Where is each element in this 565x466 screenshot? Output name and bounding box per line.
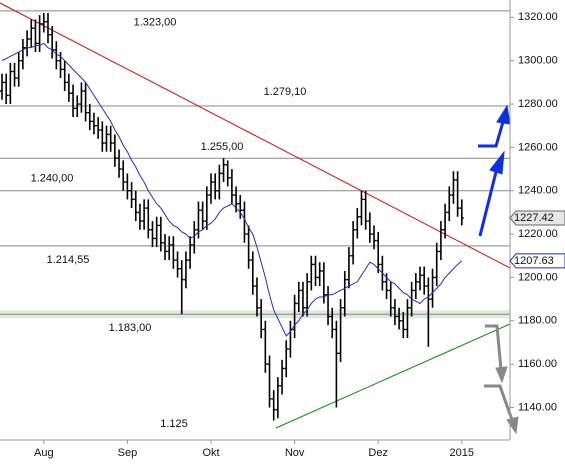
y-tick-label: 1140.00: [518, 401, 557, 413]
bull-arrow: [478, 167, 499, 237]
support-trendline: [275, 323, 511, 429]
arrowhead: [496, 104, 511, 125]
level-label: 1.125: [160, 418, 188, 430]
axes: 1140.00 1160.00 1180.00 1200.00 1220.00 1240.…: [34, 11, 565, 459]
y-tick-label: 1260.00: [518, 141, 558, 153]
level-label: 1.183,00: [109, 322, 152, 334]
price-tag-label: 1227.42: [514, 212, 554, 224]
level-label: 1.240,00: [31, 173, 74, 185]
y-tick-label: 1180.00: [518, 315, 557, 327]
price-tag: [509, 210, 565, 226]
bars: [0, 13, 464, 421]
y-tick-label: 1220.00: [518, 228, 558, 240]
levels: 1.323,00 1.279,10 1.255,00 1.240,00 1.214,55…: [0, 10, 510, 441]
bear-arrow: [485, 324, 503, 371]
x-tick-label: Sep: [118, 447, 138, 459]
y-tick-label: 1280.00: [518, 98, 558, 110]
y-tick-label: 1200.00: [518, 271, 558, 283]
bear-arrow: [484, 384, 514, 421]
x-tick-label: Nov: [285, 447, 305, 459]
x-tick-label: Okt: [202, 447, 219, 459]
moving-average: [1, 42, 463, 337]
level-label: 1.279,10: [264, 86, 307, 98]
level-label: 1.214,55: [47, 254, 90, 266]
y-tick-label: 1160.00: [518, 358, 557, 370]
y-tick-label: 1240.00: [518, 185, 558, 197]
arrowhead: [489, 150, 505, 175]
level-label: 1.323,00: [134, 17, 177, 29]
x-tick-label: Aug: [34, 447, 54, 459]
y-tick-label: 1300.00: [518, 55, 558, 67]
level-label: 1.255,00: [201, 141, 244, 153]
price-tag-label: 1207.63: [514, 255, 554, 267]
resistance-trendline: [0, 2, 511, 269]
x-tick-label: Dez: [368, 447, 388, 459]
y-tick-label: 1320.00: [518, 11, 558, 23]
arrowhead: [495, 366, 508, 384]
price-tag: [509, 253, 565, 269]
scenario-arrows: [478, 104, 519, 435]
bull-arrow: [478, 121, 505, 148]
x-tick-label: 2015: [450, 447, 474, 459]
